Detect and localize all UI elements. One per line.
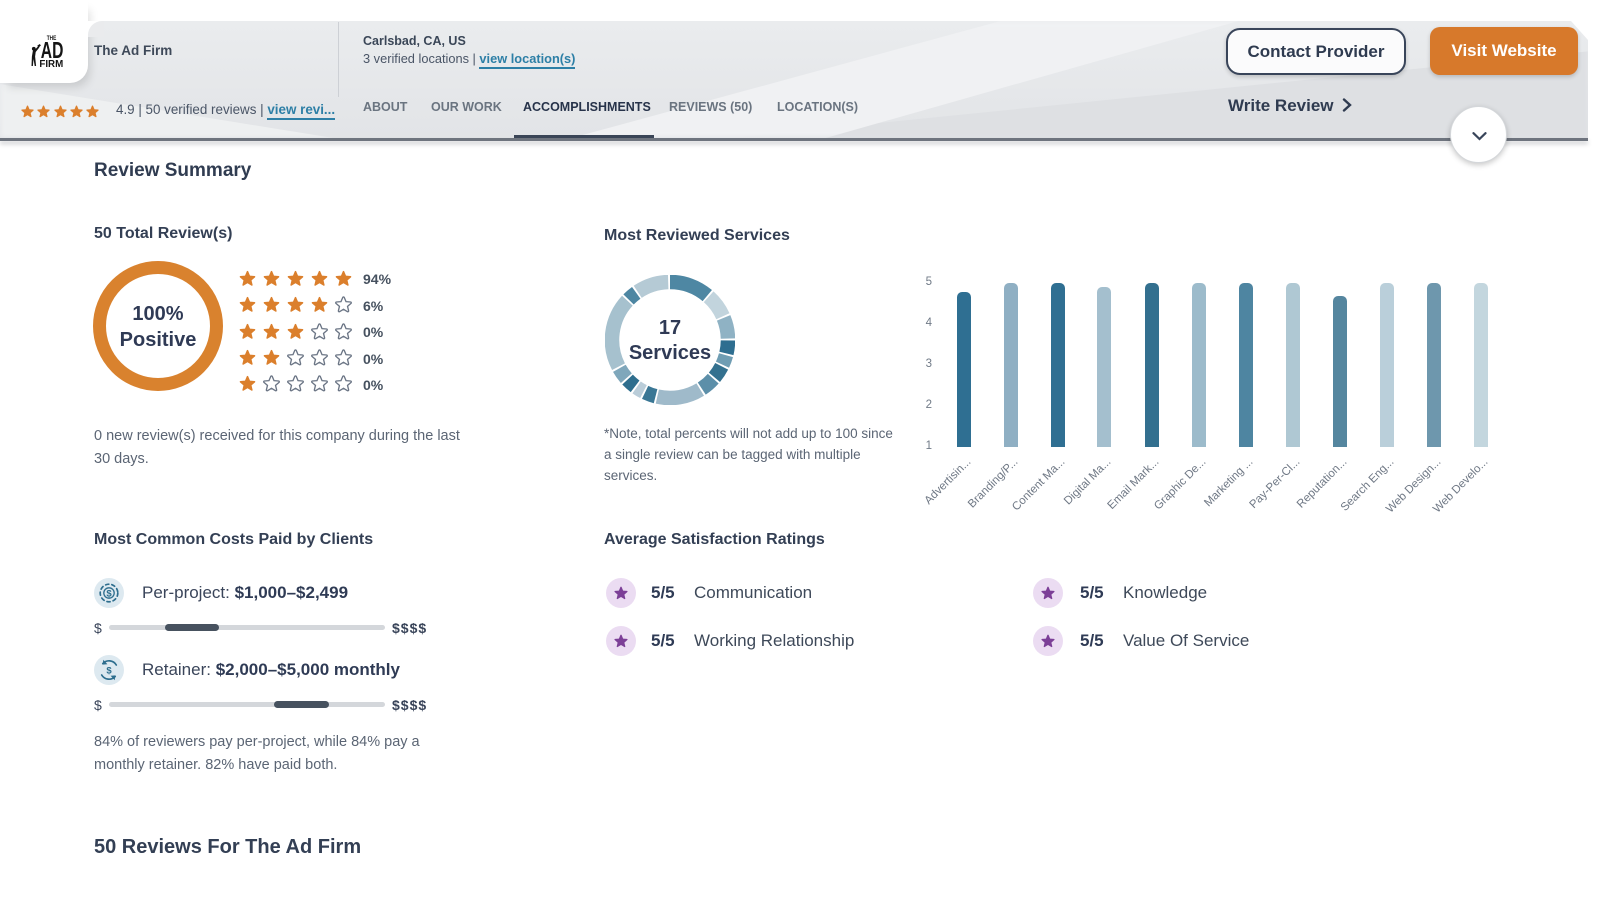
svg-text:FIRM: FIRM (39, 58, 63, 69)
svg-text:THE: THE (47, 35, 57, 42)
svg-text:$: $ (106, 589, 112, 600)
svg-text:17: 17 (659, 317, 681, 339)
svg-text:Services: Services (629, 342, 711, 364)
svg-text:$: $ (106, 666, 112, 677)
svg-text:AD: AD (41, 37, 64, 63)
